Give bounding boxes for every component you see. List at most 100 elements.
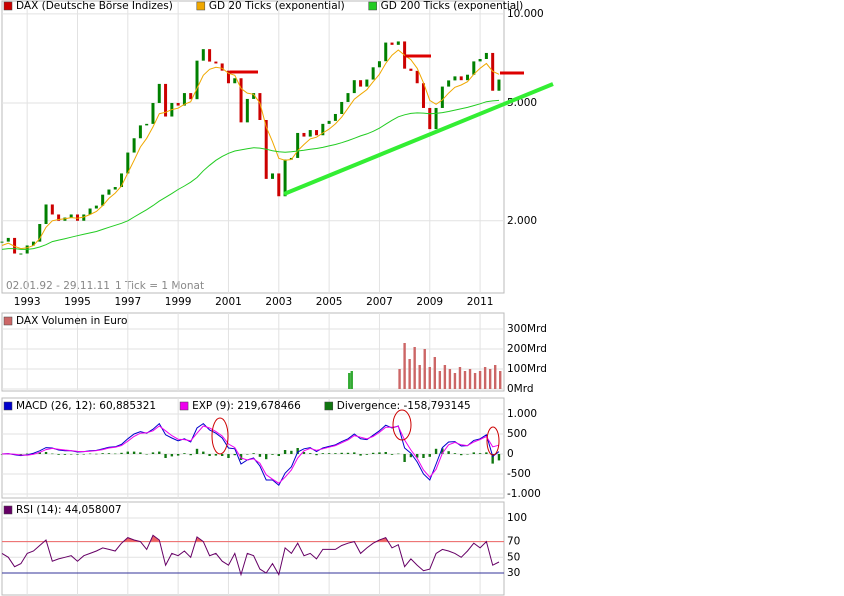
bar	[438, 371, 442, 389]
candle	[333, 113, 337, 121]
y-tick-label: 500	[507, 428, 527, 440]
candle	[453, 76, 457, 81]
bar	[189, 454, 192, 456]
legend-swatch	[368, 1, 377, 11]
bar	[195, 448, 199, 454]
bar	[403, 454, 406, 462]
candle	[271, 173, 275, 179]
candle	[478, 59, 482, 62]
bar	[0, 454, 4, 455]
bar	[433, 357, 437, 389]
x-tick-label: 1999	[165, 296, 192, 308]
candle	[145, 123, 149, 126]
bar	[25, 453, 29, 455]
bar	[378, 452, 381, 454]
bar	[208, 454, 211, 456]
bar	[246, 454, 249, 455]
date-range: 02.01.92 - 29.11.11	[6, 280, 110, 292]
bar	[120, 452, 123, 454]
bar	[176, 454, 180, 456]
highlight-ellipse	[486, 426, 500, 456]
y-tick-label: 50	[507, 551, 520, 563]
candle	[258, 93, 262, 120]
panel: 100 70 50 30	[1, 501, 527, 596]
candle	[396, 41, 400, 45]
bar	[145, 454, 148, 455]
bar	[478, 453, 482, 454]
y-tick-label: 10.000	[507, 8, 544, 20]
candle	[195, 60, 199, 100]
bar	[220, 454, 224, 456]
bar	[158, 451, 161, 454]
bar	[44, 452, 48, 454]
bar	[403, 343, 406, 389]
y-tick-label: 200Mrd	[507, 343, 547, 355]
y-tick-label: 70	[507, 536, 520, 548]
bar	[76, 454, 79, 455]
candle	[120, 173, 124, 188]
bar	[170, 454, 174, 457]
candle	[447, 80, 451, 87]
legend-label: RSI (14): 44,058007	[16, 504, 122, 516]
bar	[327, 453, 331, 454]
candle	[283, 159, 287, 197]
bar	[443, 365, 447, 389]
bar	[107, 453, 111, 454]
panel: 300Mrd 200Mrd 100Mrd 0Mrd	[1, 312, 547, 395]
candle	[0, 241, 4, 243]
bar	[483, 367, 487, 389]
panel-frame	[1, 501, 505, 596]
x-tick-label: 1997	[114, 296, 141, 308]
legend-swatch	[3, 505, 13, 515]
candle	[113, 187, 117, 190]
legend-swatch	[3, 401, 13, 411]
bar	[441, 448, 444, 454]
bar	[277, 454, 280, 456]
candle	[151, 102, 155, 124]
candle	[252, 93, 256, 99]
candle	[233, 78, 237, 84]
bar	[463, 371, 467, 389]
candle	[365, 79, 369, 87]
candle	[182, 93, 186, 106]
bar	[290, 450, 293, 454]
candle	[201, 49, 205, 61]
bar	[252, 453, 255, 454]
x-tick-label: 1993	[14, 296, 41, 308]
legend-label: Divergence: -158,793145	[337, 400, 471, 412]
candle	[359, 80, 363, 87]
bar	[359, 454, 362, 456]
candle	[50, 204, 54, 215]
candle	[409, 68, 413, 71]
bar	[258, 454, 262, 457]
bar	[493, 365, 497, 389]
legend-swatch	[3, 1, 13, 11]
candle	[44, 204, 48, 225]
series-line	[1, 534, 500, 577]
bar	[371, 452, 375, 454]
legend-label: GD 200 Ticks (exponential)	[381, 0, 524, 12]
candle	[352, 80, 356, 94]
bar	[466, 454, 469, 455]
bar	[321, 453, 325, 454]
legend-label: DAX Volumen in Euro	[16, 315, 127, 327]
candle	[189, 93, 193, 100]
bar	[101, 453, 104, 454]
candle	[377, 61, 381, 68]
bar	[302, 452, 306, 454]
series-line	[1, 99, 500, 250]
candle	[484, 52, 488, 60]
bar	[309, 453, 312, 454]
candle	[308, 130, 312, 137]
bar	[350, 371, 353, 389]
y-tick-label: -1.000	[507, 488, 541, 500]
panel: 1.000 500 0 -500 -1.000	[0, 397, 541, 500]
bar	[202, 451, 205, 454]
legend-label: DAX (Deutsche Börse Indizes)	[16, 0, 173, 12]
bar	[428, 454, 431, 457]
candle	[434, 107, 438, 130]
candle	[421, 83, 425, 108]
x-tick-label: 1995	[64, 296, 91, 308]
